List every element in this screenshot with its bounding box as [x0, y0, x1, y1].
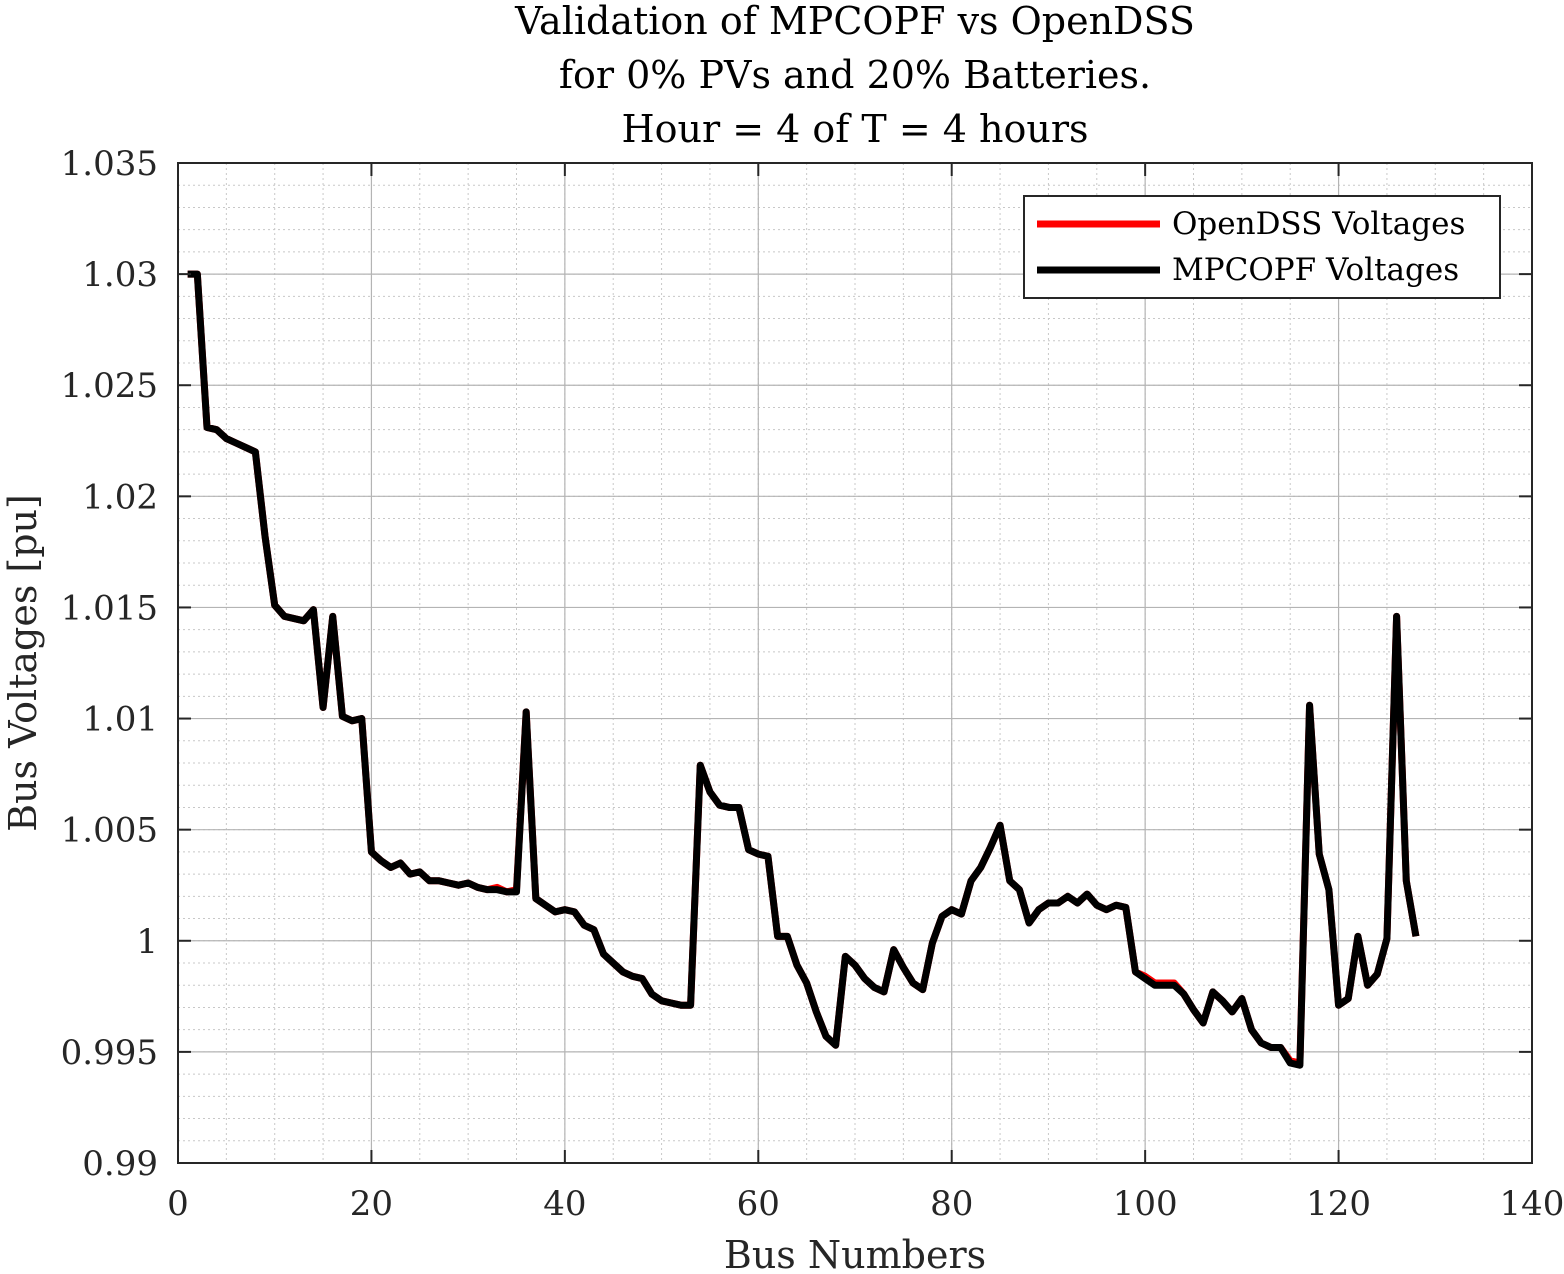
- y-tick-label: 1.02: [82, 477, 158, 517]
- y-tick-label: 1.005: [61, 811, 158, 851]
- y-tick-label: 1.03: [82, 255, 158, 295]
- x-tick-label: 140: [1500, 1184, 1564, 1224]
- x-tick-label: 20: [350, 1184, 393, 1224]
- legend-label-opendss: OpenDSS Voltages: [1172, 206, 1465, 242]
- x-tick-label: 80: [930, 1184, 973, 1224]
- chart-title: Validation of MPCOPF vs OpenDSS for 0% P…: [514, 0, 1195, 151]
- title-line-1: Validation of MPCOPF vs OpenDSS: [514, 0, 1195, 43]
- series-layer: [187, 270, 1420, 1069]
- legend-box: [1023, 195, 1501, 299]
- y-tick-label: 0.995: [61, 1033, 158, 1073]
- axis-ticks: [177, 162, 1533, 1164]
- x-tick-label: 0: [167, 1184, 189, 1224]
- y-tick-label: 1.035: [61, 144, 158, 184]
- y-tick-labels: 0.99 0.995 1 1.005 1.01 1.015 1.02 1.025 1.03 1.0…: [61, 144, 158, 1184]
- y-tick-label: 1.015: [61, 588, 158, 628]
- legend-label-mpcopf: MPCOPF Voltages: [1172, 252, 1459, 288]
- title-line-2: for 0% PVs and 20% Batteries.: [559, 53, 1151, 97]
- x-tick-labels: 0 20 40 60 80 100 120 140: [167, 1184, 1564, 1224]
- y-tick-label: 1.025: [61, 366, 158, 406]
- x-tick-label: 100: [1113, 1184, 1178, 1224]
- x-tick-label: 40: [543, 1184, 586, 1224]
- x-axis-label: Bus Numbers: [724, 1233, 986, 1274]
- y-tick-label: 1.01: [82, 700, 158, 740]
- title-line-3: Hour = 4 of T = 4 hours: [621, 107, 1088, 151]
- y-tick-label: 0.99: [82, 1144, 158, 1184]
- y-tick-label: 1: [136, 922, 158, 962]
- legend: OpenDSS Voltages MPCOPF Voltages: [1023, 195, 1501, 299]
- x-tick-label: 60: [737, 1184, 780, 1224]
- x-tick-label: 120: [1306, 1184, 1371, 1224]
- y-axis-label: Bus Voltages [pu]: [1, 494, 45, 832]
- plot-frame: [177, 162, 1533, 1164]
- series-line-1: [187, 270, 1420, 1069]
